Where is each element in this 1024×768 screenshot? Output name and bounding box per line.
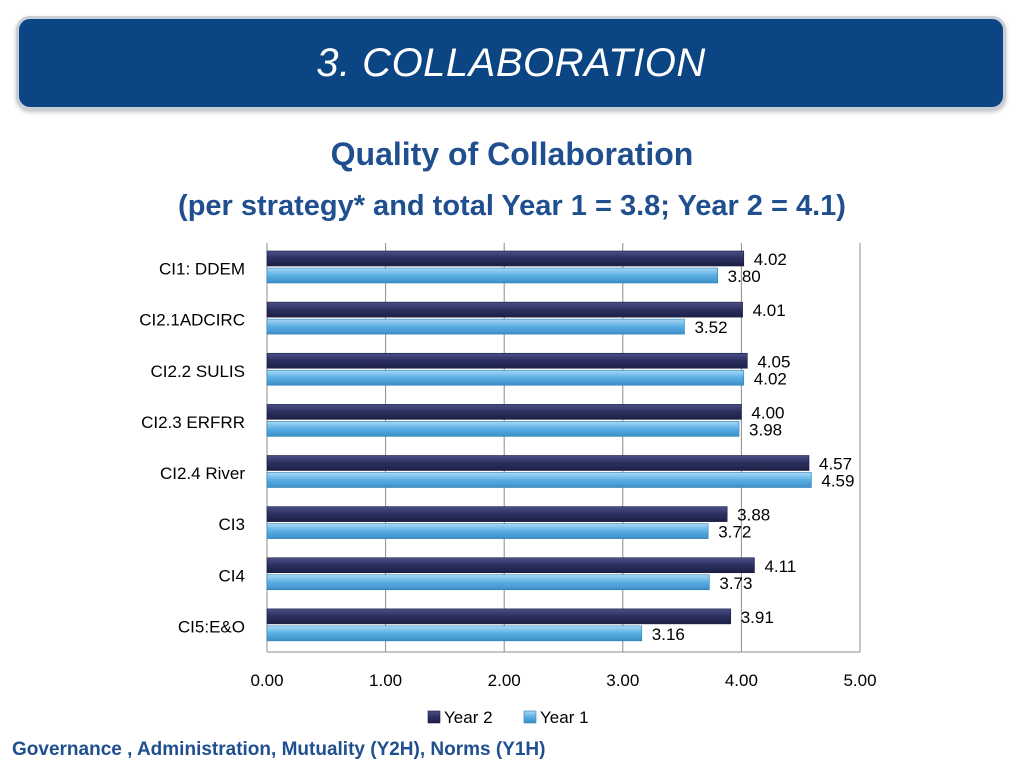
slide-title: 3. COLLABORATION xyxy=(316,40,706,85)
data-label: 4.02 xyxy=(754,369,787,388)
category-label: CI4 xyxy=(219,566,245,585)
bar-year-2 xyxy=(266,404,742,420)
category-label: CI2.2 SULIS xyxy=(151,362,246,381)
legend-swatch xyxy=(523,710,537,724)
data-label: 4.05 xyxy=(757,352,790,371)
x-tick-label: 3.00 xyxy=(606,671,639,690)
data-label: 4.59 xyxy=(821,472,854,491)
data-label: 4.02 xyxy=(754,250,787,269)
category-label: CI2.4 River xyxy=(160,464,245,483)
data-label: 4.00 xyxy=(751,403,784,422)
legend-label: Year 2 xyxy=(444,708,493,727)
data-label: 4.01 xyxy=(753,301,786,320)
bar-year-1 xyxy=(266,472,812,488)
data-label: 3.91 xyxy=(741,608,774,627)
bar-year-1 xyxy=(266,369,745,386)
bar-year-1 xyxy=(266,625,643,642)
category-label: CI5:E&O xyxy=(178,617,245,636)
bar-year-2 xyxy=(266,608,732,625)
x-tick-label: 4.00 xyxy=(725,671,758,690)
legend-swatch xyxy=(427,710,441,724)
category-label: CI2.1ADCIRC xyxy=(139,311,245,330)
title-banner: 3. COLLABORATION xyxy=(16,16,1006,110)
data-label: 4.11 xyxy=(764,557,796,576)
x-tick-label: 2.00 xyxy=(488,671,521,690)
bar-year-2 xyxy=(266,455,810,471)
bar-year-1 xyxy=(266,318,685,335)
x-tick-label: 5.00 xyxy=(843,671,876,690)
bar-year-2 xyxy=(266,352,748,369)
bar-year-1 xyxy=(266,267,718,284)
footer-note: Governance , Administration, Mutuality (… xyxy=(12,739,546,760)
chart-title: Quality of Collaboration xyxy=(330,136,694,172)
data-label: 3.98 xyxy=(749,420,782,439)
data-label: 3.73 xyxy=(719,574,752,593)
bar-year-2 xyxy=(266,557,755,574)
data-label: 3.88 xyxy=(737,506,770,525)
category-label: CI3 xyxy=(219,515,245,534)
legend-label: Year 1 xyxy=(540,708,589,727)
data-label: 3.52 xyxy=(694,318,727,337)
data-label: 3.16 xyxy=(652,625,685,644)
data-label: 3.72 xyxy=(718,523,751,542)
x-tick-label: 1.00 xyxy=(369,671,402,690)
category-label: CI1: DDEM xyxy=(159,260,245,279)
bar-year-2 xyxy=(266,506,728,522)
data-label: 4.57 xyxy=(819,455,852,474)
bar-year-1 xyxy=(266,523,709,539)
bar-year-1 xyxy=(266,574,710,591)
x-tick-label: 0.00 xyxy=(250,671,283,690)
category-label: CI2.3 ERFRR xyxy=(141,413,245,432)
bar-year-2 xyxy=(266,250,745,267)
data-label: 3.80 xyxy=(728,267,761,286)
bar-year-2 xyxy=(266,301,743,318)
bar-year-1 xyxy=(266,421,740,437)
chart-subtitle: (per strategy* and total Year 1 = 3.8; Y… xyxy=(178,190,846,222)
